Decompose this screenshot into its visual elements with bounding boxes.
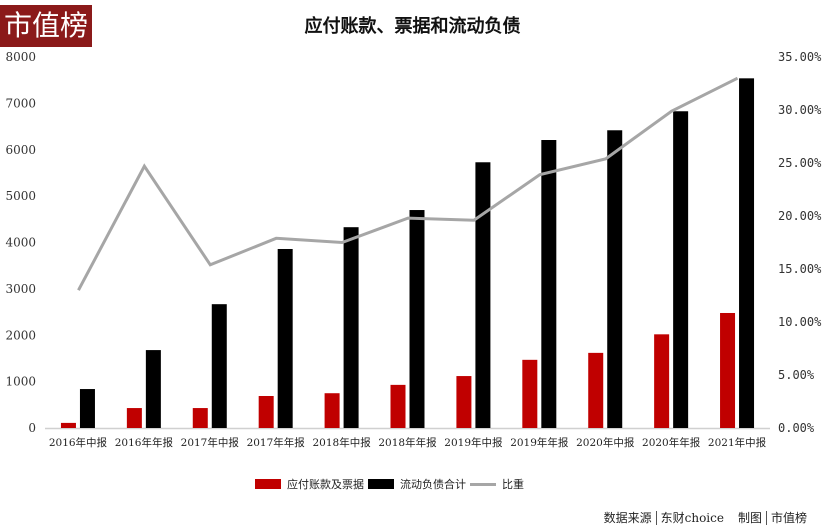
bar-current-liabilities [79,389,95,428]
made-by-value: 市值榜 [770,511,807,525]
bar-current-liabilities [211,304,227,428]
x-axis-tick-label: 2020年年报 [642,436,701,449]
y-axis-tick-label: 8000 [5,50,36,64]
x-axis-tick-label: 2016年中报 [49,436,108,449]
x-axis-tick-label: 2020年中报 [576,436,635,449]
bar-payables [588,352,604,428]
x-axis-tick-label: 2018年中报 [312,436,371,449]
legend-label: 比重 [502,478,524,491]
x-axis-tick-label: 2021年中报 [708,436,767,449]
y2-axis-tick-label: 10.00% [778,315,822,329]
divider [655,510,657,525]
bar-payables [258,396,274,428]
data-source-credit: 数据来源 东财choice 制图 市值榜 [604,509,807,526]
x-axis-tick-label: 2017年中报 [181,436,240,449]
bar-current-liabilities [673,111,689,428]
y2-axis-tick-label: 20.00% [778,209,822,223]
y-axis-tick-label: 1000 [5,375,36,389]
y-axis-tick-label: 5000 [5,189,36,203]
brand-logo: 市值榜 [0,5,92,47]
y2-axis-tick-label: 0.00% [778,421,815,435]
y2-axis-tick-label: 35.00% [778,50,822,64]
bar-payables [720,312,736,428]
y-axis-tick-label: 6000 [5,143,36,157]
bar-payables [192,408,208,428]
source-label: 数据来源 [603,511,652,525]
legend-swatch-line [470,482,496,486]
y2-axis-tick-label: 25.00% [778,156,822,170]
y-axis-tick-label: 2000 [5,328,36,342]
source-value: 东财choice [660,511,724,525]
bar-current-liabilities [739,78,755,429]
x-axis-tick-label: 2017年年报 [247,436,306,449]
made-by-label: 制图 [737,511,762,525]
bar-current-liabilities [541,140,557,429]
bar-current-liabilities [277,248,293,428]
x-axis-tick-label: 2016年年报 [115,436,174,449]
y-axis-tick-label: 0 [28,421,36,435]
y-axis-tick-label: 7000 [5,96,36,110]
legend-item-current-liabilities: 流动负债合计 [368,476,466,492]
legend-item-payables: 应付账款及票据 [255,476,364,492]
legend-label: 应付账款及票据 [287,478,364,491]
combo-chart: 0 1000 2000 3000 4000 5000 6000 7000 8000 0.00% 5.… [5,50,822,449]
bar-payables [522,359,538,428]
y2-axis-tick-label: 15.00% [778,262,822,276]
bar-payables [390,384,406,428]
bar-current-liabilities [145,350,161,428]
bar-payables [324,393,340,428]
bar-current-liabilities [343,227,359,428]
bar-payables [126,408,142,428]
chart-legend: 应付账款及票据 流动负债合计 比重 [255,476,528,492]
legend-swatch-black [368,479,394,489]
bar-current-liabilities [475,162,491,429]
ratio-line [77,76,739,291]
legend-swatch-red [255,479,281,489]
divider [765,510,767,525]
bar-payables [654,334,670,428]
bar-payables [456,376,472,428]
bar-current-liabilities [409,210,425,428]
chart-title: 应付账款、票据和流动负债 [304,16,521,37]
bar-payables [60,422,76,428]
legend-item-ratio: 比重 [470,476,524,492]
y-axis-tick-label: 3000 [5,282,36,296]
bar-current-liabilities [607,130,623,428]
legend-label: 流动负债合计 [400,478,466,491]
y2-axis-tick-label: 30.00% [778,103,822,117]
y-axis-tick-label: 4000 [5,236,36,250]
y2-axis-tick-label: 5.00% [778,368,815,382]
x-axis-tick-label: 2019年年报 [510,436,569,449]
x-axis-tick-label: 2018年年报 [378,436,437,449]
x-axis-tick-label: 2019年中报 [444,436,503,449]
